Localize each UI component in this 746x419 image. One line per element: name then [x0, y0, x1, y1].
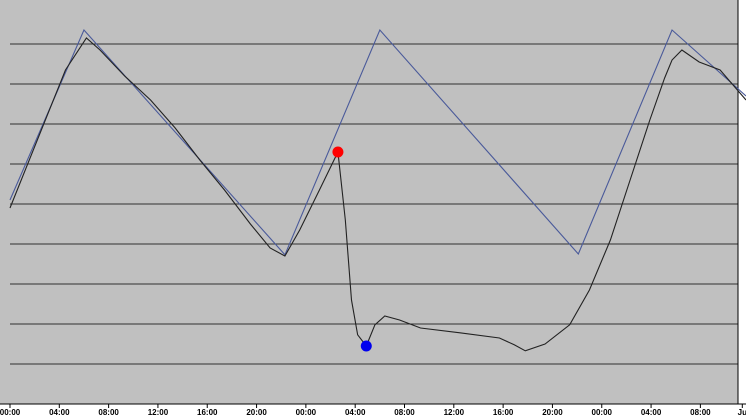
marker-point — [360, 340, 372, 352]
x-tick-label: 04:00 — [49, 408, 70, 417]
marker-point — [332, 146, 344, 158]
x-tick-label: 16:00 — [197, 408, 218, 417]
x-tick-label: 08:00 — [394, 408, 415, 417]
series-line — [9, 28, 746, 256]
x-tick-label: 08:00 — [98, 408, 119, 417]
x-tick-label: 20:00 — [542, 408, 563, 417]
x-tick-label: 08:00 — [690, 408, 711, 417]
x-tick-label: 12:00 — [444, 408, 465, 417]
x-tick-label: 04:00 — [345, 408, 366, 417]
x-tick-label: Ju — [738, 408, 746, 417]
x-tick-label: 12:00 — [148, 408, 169, 417]
series-line — [9, 37, 746, 352]
x-tick-label: 00:00 — [296, 408, 317, 417]
x-tick-label: 20:00 — [246, 408, 267, 417]
x-tick-label: 00:00 — [592, 408, 613, 417]
x-tick-label: 16:00 — [493, 408, 514, 417]
plot-background — [0, 0, 738, 404]
x-tick-label: 00:00 — [0, 408, 21, 417]
x-tick-label: 04:00 — [641, 408, 662, 417]
